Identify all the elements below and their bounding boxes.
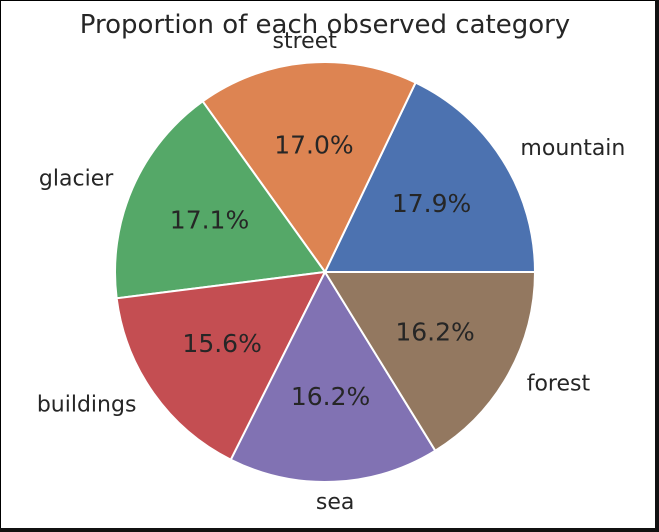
slice-label-forest: forest — [527, 372, 591, 397]
slice-percent-buildings: 15.6% — [182, 329, 261, 358]
slice-percent-glacier: 17.1% — [170, 206, 249, 235]
slice-label-buildings: buildings — [37, 392, 137, 417]
pie-slice-forest — [323, 271, 537, 453]
slice-label-mountain: mountain — [520, 136, 625, 161]
pie-slice-sea — [229, 269, 437, 483]
slice-label-street: street — [273, 29, 338, 54]
slice-percent-mountain: 17.9% — [392, 189, 471, 218]
slice-label-glacier: glacier — [39, 167, 114, 192]
pie-slice-buildings — [115, 270, 327, 462]
pie-slice-street — [201, 61, 417, 274]
slice-label-sea: sea — [316, 490, 354, 515]
pie-labels: mountain 17.9% street 17.0% glacier 17.1% buil… — [37, 29, 626, 515]
frame-edge-right — [655, 0, 659, 532]
pie-slice-mountain — [323, 81, 537, 273]
pie-slice-glacier — [114, 99, 327, 300]
frame-edge-bottom — [0, 528, 659, 532]
slice-percent-sea: 16.2% — [291, 382, 370, 411]
pie-slices — [114, 61, 537, 483]
slice-percent-street: 17.0% — [274, 130, 353, 159]
chart-title: Proportion of each observed category — [80, 10, 570, 40]
slice-percent-forest: 16.2% — [395, 317, 474, 346]
